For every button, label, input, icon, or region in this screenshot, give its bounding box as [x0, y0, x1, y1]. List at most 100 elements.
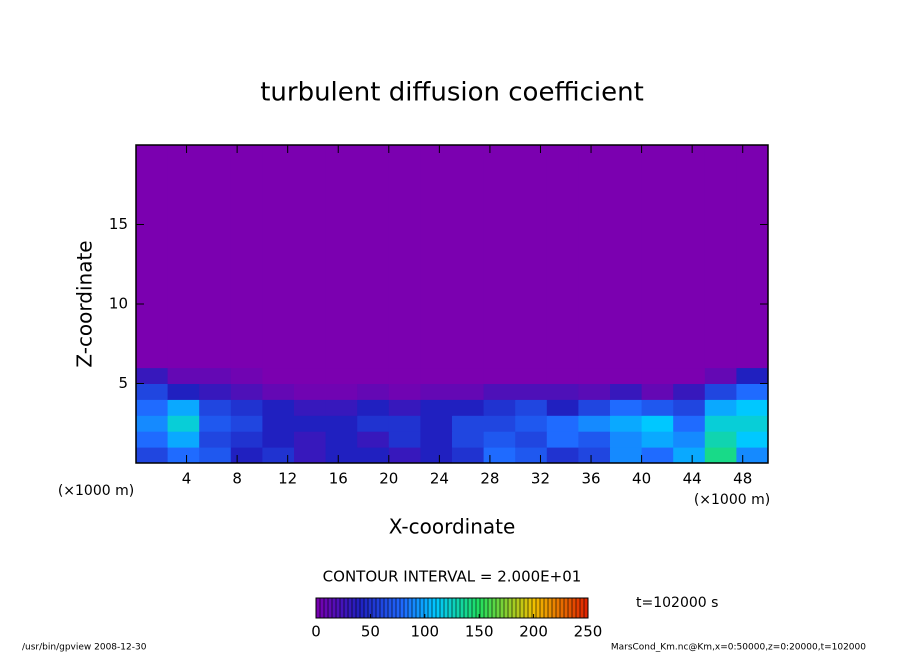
cell — [673, 145, 706, 369]
cell — [262, 415, 295, 432]
cell — [167, 431, 200, 448]
colorbar-segment — [512, 598, 517, 618]
x-tick-label: 48 — [733, 470, 752, 488]
colorbar-segment — [320, 598, 325, 618]
cell — [294, 399, 327, 416]
cell — [420, 431, 453, 448]
cell — [546, 447, 579, 464]
footer-right: MarsCond_Km.nc@Km,x=0:50000,z=0:20000,t=… — [611, 643, 866, 653]
cell — [230, 431, 263, 448]
colorbar-segment — [352, 598, 357, 618]
cell — [736, 399, 769, 416]
cell — [388, 431, 421, 448]
cell — [388, 415, 421, 432]
cell — [452, 447, 485, 464]
colorbar-segment — [516, 598, 521, 618]
time-label: t=102000 s — [636, 595, 718, 611]
y-axis-label: Z-coordinate — [73, 240, 97, 367]
colorbar-segment — [564, 598, 569, 618]
cell — [546, 415, 579, 432]
cell — [420, 145, 453, 369]
cell — [704, 415, 737, 432]
colorbar-segment — [448, 598, 453, 618]
cell — [325, 447, 358, 464]
cell — [230, 383, 263, 400]
cell — [515, 399, 548, 416]
colorbar-tick-label: 100 — [410, 623, 439, 641]
cell — [167, 399, 200, 416]
x-tick-label: 44 — [683, 470, 702, 488]
cell — [388, 145, 421, 369]
cell — [136, 399, 169, 416]
colorbar-segment — [368, 598, 373, 618]
colorbar-segment — [440, 598, 445, 618]
cell — [452, 431, 485, 448]
cell — [641, 367, 674, 384]
colorbar-segment — [416, 598, 421, 618]
cell — [673, 399, 706, 416]
x-axis-label: X-coordinate — [389, 515, 516, 539]
cell — [610, 383, 643, 400]
cell — [199, 367, 232, 384]
colorbar-segment — [372, 598, 377, 618]
cell — [578, 145, 611, 369]
cell — [546, 145, 579, 369]
colorbar-segment — [480, 598, 485, 618]
cell — [230, 447, 263, 464]
colorbar-segment — [436, 598, 441, 618]
cell — [262, 447, 295, 464]
colorbar-segment — [456, 598, 461, 618]
x-tick-label: 24 — [430, 470, 449, 488]
cell — [578, 447, 611, 464]
colorbar-segment — [360, 598, 365, 618]
cell — [230, 415, 263, 432]
cell — [136, 367, 169, 384]
colorbar-segment — [332, 598, 337, 618]
cell — [357, 383, 390, 400]
colorbar-segment — [528, 598, 533, 618]
cell — [704, 367, 737, 384]
colorbar-tick-label: 150 — [465, 623, 494, 641]
colorbar-segment — [500, 598, 505, 618]
colorbar-segment — [576, 598, 581, 618]
cell — [294, 431, 327, 448]
x-tick-label: 16 — [329, 470, 348, 488]
colorbar-segment — [508, 598, 513, 618]
colorbar-frame — [315, 597, 589, 619]
cell — [515, 383, 548, 400]
cell — [515, 431, 548, 448]
cell — [325, 383, 358, 400]
cell — [357, 431, 390, 448]
colorbar-segment — [376, 598, 381, 618]
colorbar-segment — [488, 598, 493, 618]
cell — [199, 399, 232, 416]
cell — [483, 431, 516, 448]
cell — [704, 383, 737, 400]
cell — [515, 367, 548, 384]
cell — [262, 367, 295, 384]
colorbar-segment — [464, 598, 469, 618]
cell — [136, 415, 169, 432]
cell — [325, 399, 358, 416]
colorbar-segment — [392, 598, 397, 618]
cell — [546, 367, 579, 384]
cell — [452, 399, 485, 416]
cell — [388, 383, 421, 400]
cell — [420, 415, 453, 432]
colorbar-segment — [476, 598, 481, 618]
cell — [578, 431, 611, 448]
colorbar-tick-label: 250 — [574, 623, 603, 641]
contour-interval: CONTOUR INTERVAL = 2.000E+01 — [323, 568, 582, 586]
colorbar-segment — [496, 598, 501, 618]
cell — [641, 399, 674, 416]
colorbar-segment — [504, 598, 509, 618]
cell — [641, 447, 674, 464]
cell — [452, 145, 485, 369]
cell — [704, 399, 737, 416]
cell — [641, 383, 674, 400]
colorbar-segment — [452, 598, 457, 618]
x-tick-label: 20 — [379, 470, 398, 488]
cell — [136, 431, 169, 448]
colorbar-segment — [348, 598, 353, 618]
